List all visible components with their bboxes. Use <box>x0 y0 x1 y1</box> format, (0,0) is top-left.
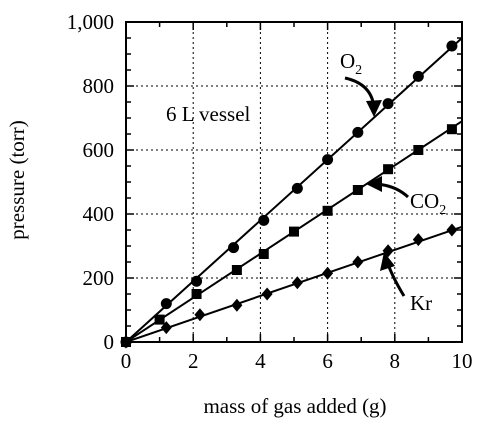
series-layer <box>120 37 463 349</box>
y-axis-title: pressure (torr) <box>5 120 29 240</box>
y-tick-label: 0 <box>104 330 115 354</box>
kr-arrowhead <box>380 252 395 271</box>
vessel-annotation: 6 L vessel <box>166 102 251 126</box>
y-tick-label: 800 <box>83 74 115 98</box>
x-tick-label: 8 <box>390 349 401 373</box>
o2-data-point <box>191 275 203 287</box>
co2-data-point <box>352 185 363 195</box>
co2-data-point <box>191 289 202 299</box>
co2-arrowhead <box>366 176 382 192</box>
o2-data-point <box>160 298 172 310</box>
o2-arrowhead <box>366 100 382 117</box>
kr-callout-arrow <box>386 263 406 297</box>
kr-data-point <box>291 276 303 290</box>
y-tick-label: 600 <box>83 138 115 162</box>
co2-data-point <box>258 249 269 259</box>
co2-data-point <box>322 205 333 216</box>
series-label-kr: Kr <box>410 291 432 315</box>
kr-data-point <box>412 233 424 247</box>
kr-data-point <box>261 287 273 301</box>
y-tick-label: 1,000 <box>67 10 114 34</box>
o2-data-point <box>446 40 458 52</box>
co2-data-point <box>289 226 299 237</box>
x-tick-label: 4 <box>255 349 266 373</box>
co2-data-point <box>446 124 457 135</box>
x-axis-title: mass of gas added (g) <box>203 394 386 418</box>
o2-data-point <box>258 214 270 226</box>
x-tick-label: 2 <box>188 349 199 373</box>
o2-data-point <box>228 242 240 254</box>
o2-data-point <box>382 98 394 110</box>
co2-data-point <box>231 265 242 275</box>
co2-data-point <box>413 145 424 155</box>
axes: 0 2 4 6 8 10 0 200 400 600 800 1,000 <box>67 10 473 373</box>
o2-data-point <box>322 154 334 166</box>
o2-data-point <box>291 182 303 194</box>
x-tick-label: 10 <box>452 349 473 373</box>
series-label-o2: O2 <box>340 49 362 78</box>
kr-data-point <box>231 298 243 312</box>
kr-data-point <box>352 255 364 269</box>
kr-data-point <box>446 223 458 237</box>
y-tick-label: 400 <box>83 202 115 226</box>
x-tick-label: 6 <box>322 349 333 373</box>
o2-data-point <box>352 126 364 138</box>
x-tick-label: 0 <box>121 349 132 373</box>
o2-data-point <box>412 70 424 82</box>
kr-data-point <box>322 266 334 280</box>
y-tick-label: 200 <box>83 266 115 290</box>
kr-data-point <box>160 321 172 335</box>
series-label-co2: CO2 <box>410 189 446 218</box>
kr-data-point <box>194 308 206 322</box>
grid <box>126 22 462 342</box>
callout-arrows <box>344 76 410 297</box>
co2-data-point <box>383 164 394 175</box>
co2-data-point <box>154 314 165 325</box>
